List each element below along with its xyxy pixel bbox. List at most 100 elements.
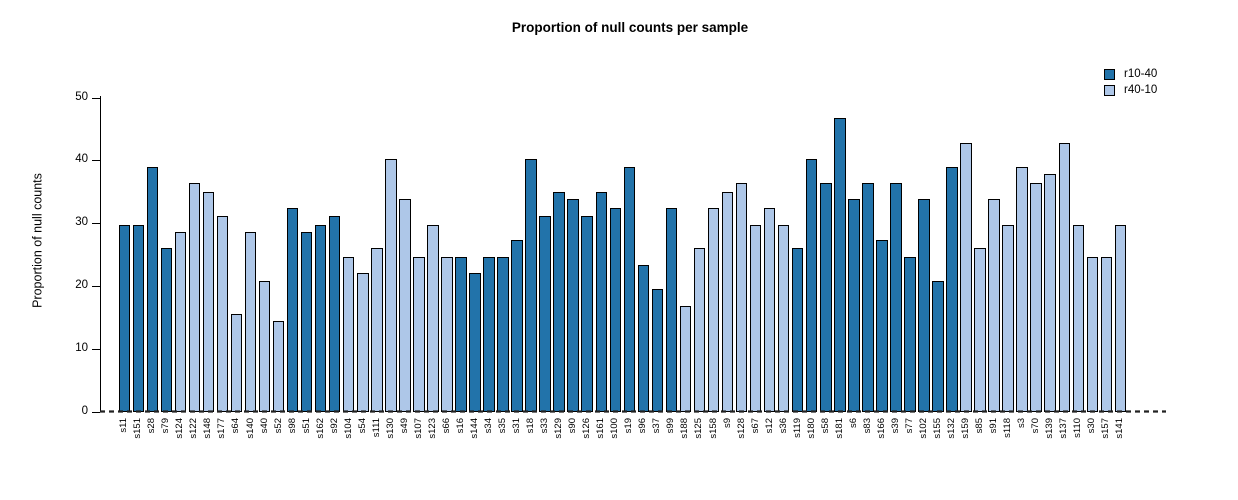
x-label-s39: s39 [889, 418, 901, 434]
bar-s141 [1114, 224, 1127, 412]
legend-swatch-r40-10 [1104, 84, 1115, 96]
bar-s122 [188, 183, 201, 412]
legend-item-r10-40: r10-40 [1104, 66, 1157, 82]
x-label-s77: s77 [903, 418, 915, 434]
bar-s157 [1100, 257, 1113, 412]
bar-s148 [202, 191, 215, 412]
bar-s102 [918, 199, 930, 412]
legend-label-r40-10: r40-10 [1124, 84, 1158, 96]
x-label-s40: s40 [258, 418, 270, 434]
x-label-s181: s181 [833, 418, 845, 439]
bar-s99 [665, 207, 678, 412]
x-label-s52: s52 [272, 418, 284, 434]
bar-s33 [539, 215, 551, 412]
bar-s139 [1044, 174, 1056, 412]
y-tick-0 [92, 412, 100, 413]
x-label-s148: s148 [202, 418, 214, 439]
bar-s54 [357, 272, 369, 412]
bar-s111 [371, 248, 383, 412]
x-label-s119: s119 [791, 418, 803, 438]
y-tick-label-50: 50 [75, 90, 88, 103]
x-label-s6: s6 [847, 418, 859, 429]
bar-s37 [651, 289, 664, 412]
bar-s181 [834, 117, 846, 412]
y-tick-label-30: 30 [75, 216, 88, 229]
x-label-s140: s140 [244, 418, 256, 439]
x-label-s155: s155 [931, 418, 943, 439]
x-label-s33: s33 [539, 418, 551, 434]
bar-s36 [777, 224, 790, 412]
bar-s144 [469, 272, 481, 412]
x-label-s129: s129 [553, 418, 565, 439]
x-label-s99: s99 [665, 418, 677, 434]
bar-s140 [244, 232, 257, 412]
x-label-s19: s19 [623, 418, 635, 434]
bar-s137 [1058, 142, 1070, 412]
bar-s58 [820, 183, 832, 412]
bar-s91 [988, 199, 1000, 412]
x-label-s12: s12 [763, 418, 775, 434]
bar-s35 [497, 257, 509, 412]
bar-s177 [216, 215, 229, 412]
x-label-s102: s102 [917, 418, 929, 439]
bar-s155 [932, 280, 944, 412]
bar-s66 [441, 257, 453, 412]
bar-s70 [1030, 183, 1042, 412]
bar-s107 [413, 257, 425, 412]
x-label-s123: s123 [426, 418, 438, 439]
y-tick-30 [92, 223, 100, 225]
x-label-s90: s90 [567, 418, 579, 434]
legend: r10-40 r40-10 [1104, 66, 1157, 98]
x-label-s137: s137 [1058, 418, 1070, 439]
y-tick-20 [92, 286, 100, 288]
x-label-s188: s188 [679, 418, 691, 439]
bar-s96 [637, 264, 650, 412]
legend-label-r10-40: r10-40 [1124, 68, 1158, 80]
x-label-s58: s58 [819, 418, 831, 434]
x-label-s166: s166 [875, 418, 887, 439]
bar-s31 [511, 240, 523, 412]
x-label-s79: s79 [160, 418, 172, 434]
bar-s64 [230, 313, 243, 412]
x-label-s130: s130 [384, 418, 396, 439]
x-label-s30: s30 [1086, 418, 1098, 434]
x-label-s162: s162 [314, 418, 326, 439]
bar-s162 [314, 224, 327, 412]
bar-s159 [960, 142, 972, 412]
bar-s180 [805, 159, 818, 412]
x-label-s49: s49 [398, 418, 410, 434]
bar-s130 [385, 159, 397, 412]
x-label-s158: s158 [707, 418, 719, 439]
y-axis [100, 96, 101, 412]
bar-s128 [735, 183, 748, 412]
x-label-s35: s35 [497, 418, 509, 434]
x-label-s85: s85 [974, 418, 986, 434]
bar-s161 [595, 191, 608, 412]
bar-s132 [946, 166, 958, 412]
bar-s6 [848, 199, 860, 412]
bar-s83 [862, 183, 874, 412]
x-label-s28: s28 [146, 418, 158, 434]
bar-s85 [974, 248, 986, 412]
x-label-s104: s104 [342, 418, 354, 439]
bar-s12 [763, 207, 776, 412]
y-tick-10 [92, 349, 100, 351]
x-label-s141: s141 [1114, 418, 1126, 439]
bar-s92 [328, 215, 341, 412]
x-label-s126: s126 [581, 418, 593, 439]
bar-s104 [342, 257, 355, 412]
x-label-s124: s124 [174, 418, 186, 439]
bar-s77 [904, 257, 916, 412]
bar-s28 [146, 166, 159, 412]
x-label-s122: s122 [188, 418, 200, 439]
bar-s110 [1072, 224, 1085, 412]
y-tick-40 [92, 160, 100, 162]
x-label-s9: s9 [721, 418, 733, 429]
bar-s9 [721, 191, 734, 412]
x-label-s128: s128 [735, 418, 747, 439]
chart-title: Proportion of null counts per sample [511, 20, 749, 35]
x-label-s64: s64 [230, 418, 242, 434]
x-label-s66: s66 [440, 418, 452, 434]
x-label-s110: s110 [1072, 418, 1084, 438]
